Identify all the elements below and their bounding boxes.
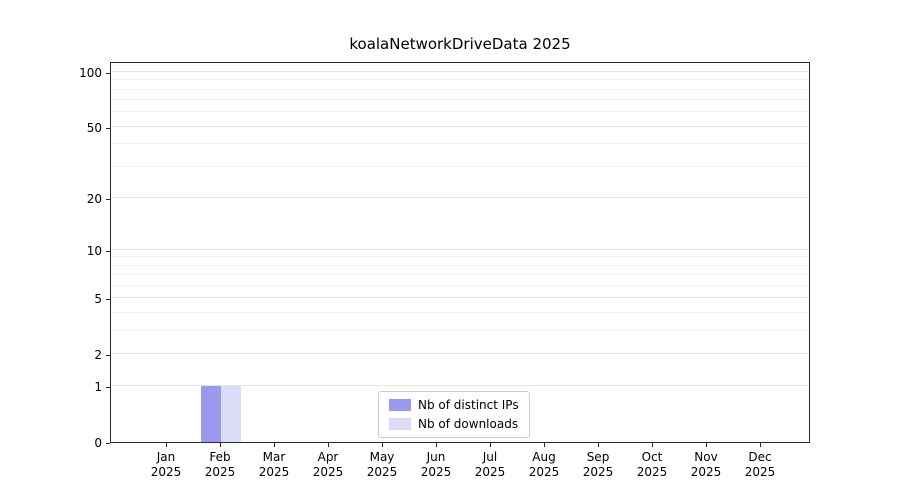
minor-gridline xyxy=(111,111,809,113)
x-tick-label: Jun 2025 xyxy=(420,450,452,479)
y-tick-label: 0 xyxy=(94,436,102,450)
y-tick-label: 20 xyxy=(86,191,102,206)
x-tick-label: Sep 2025 xyxy=(582,450,614,479)
x-tick-label: Nov 2025 xyxy=(690,450,722,479)
minor-gridline xyxy=(111,88,809,90)
y-tick-label: 10 xyxy=(86,243,102,258)
x-tick-label: Dec 2025 xyxy=(744,450,776,479)
bar-nb-of-downloads xyxy=(221,386,241,442)
x-tick-label: May 2025 xyxy=(366,450,398,479)
legend-label: Nb of distinct IPs xyxy=(418,398,519,412)
y-tick-label: 2 xyxy=(94,347,102,362)
major-gridline xyxy=(111,71,809,73)
x-tick-mark xyxy=(436,443,437,447)
minor-gridline xyxy=(111,285,809,286)
y-tick-mark xyxy=(106,73,110,74)
minor-gridline xyxy=(111,256,809,258)
x-tick-label: Jan 2025 xyxy=(150,450,182,479)
x-tick-label: Jul 2025 xyxy=(474,450,506,479)
minor-gridline xyxy=(111,79,809,81)
chart-title: koalaNetworkDriveData 2025 xyxy=(349,35,571,53)
minor-gridline xyxy=(111,329,809,331)
x-tick-label: Mar 2025 xyxy=(258,450,290,479)
legend: Nb of distinct IPs Nb of downloads xyxy=(378,391,530,438)
major-gridline xyxy=(111,248,809,250)
major-gridline xyxy=(111,352,809,354)
y-tick-mark xyxy=(106,250,110,252)
minor-gridline xyxy=(111,311,809,313)
major-gridline xyxy=(111,125,809,127)
y-tick-mark xyxy=(106,198,110,200)
y-tick-mark xyxy=(106,443,110,444)
x-tick-mark xyxy=(166,443,167,447)
legend-item: Nb of distinct IPs xyxy=(389,398,519,412)
y-tick-mark xyxy=(106,127,110,129)
y-tick-mark xyxy=(106,387,110,389)
y-tick-label: 100 xyxy=(79,66,102,80)
x-tick-mark xyxy=(706,443,707,447)
x-tick-mark xyxy=(274,443,275,447)
x-tick-label: Oct 2025 xyxy=(636,450,668,479)
x-tick-mark xyxy=(220,443,221,447)
y-tick-label: 1 xyxy=(94,380,102,395)
minor-gridline xyxy=(111,99,809,101)
plot-area xyxy=(110,62,810,443)
x-tick-mark xyxy=(328,443,329,447)
y-tick-mark xyxy=(106,299,110,301)
major-gridline xyxy=(111,297,809,299)
x-tick-label: Aug 2025 xyxy=(528,450,560,479)
y-tick-label: 50 xyxy=(86,120,102,135)
x-tick-label: Apr 2025 xyxy=(312,450,344,479)
legend-swatch xyxy=(389,399,411,411)
x-tick-label: Feb 2025 xyxy=(204,450,236,479)
bar-nb-of-distinct-ips xyxy=(201,386,221,442)
minor-gridline xyxy=(111,165,809,167)
legend-swatch xyxy=(389,418,411,430)
x-tick-mark xyxy=(598,443,599,447)
y-tick-mark xyxy=(106,354,110,356)
y-tick-label: 5 xyxy=(94,292,102,307)
legend-label: Nb of downloads xyxy=(418,417,519,431)
major-gridline xyxy=(111,196,809,198)
x-tick-mark xyxy=(760,443,761,447)
minor-gridline xyxy=(111,274,809,276)
x-tick-mark xyxy=(382,443,383,447)
x-tick-mark xyxy=(490,443,491,447)
major-gridline xyxy=(111,385,809,387)
x-tick-mark xyxy=(544,443,545,447)
legend-item: Nb of downloads xyxy=(389,417,519,431)
minor-gridline xyxy=(111,143,809,145)
x-tick-mark xyxy=(652,443,653,447)
minor-gridline xyxy=(111,264,809,266)
